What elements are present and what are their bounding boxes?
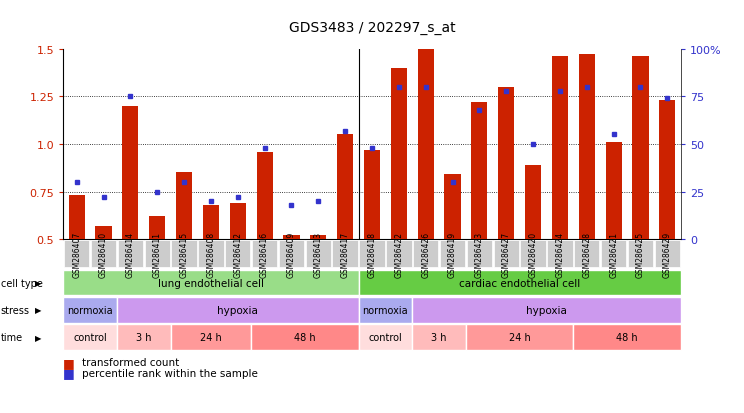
Text: GSM286408: GSM286408 <box>206 231 216 277</box>
Bar <box>203 205 219 240</box>
Text: GSM286423: GSM286423 <box>475 231 484 277</box>
Text: GSM286420: GSM286420 <box>528 231 538 277</box>
Text: lung endothelial cell: lung endothelial cell <box>158 278 264 288</box>
Bar <box>230 204 246 240</box>
Text: ▶: ▶ <box>36 278 42 287</box>
Text: GSM286418: GSM286418 <box>368 231 376 277</box>
Bar <box>417 50 434 240</box>
Text: GSM286409: GSM286409 <box>287 231 296 277</box>
Text: 3 h: 3 h <box>432 332 447 342</box>
Text: GSM286426: GSM286426 <box>421 231 430 277</box>
Text: GSM286415: GSM286415 <box>179 231 188 277</box>
Text: ■: ■ <box>63 356 75 369</box>
Text: ■: ■ <box>63 366 75 380</box>
Text: control: control <box>368 332 403 342</box>
Bar <box>95 226 112 240</box>
Text: GSM286407: GSM286407 <box>72 231 81 277</box>
Bar <box>364 150 380 240</box>
Bar <box>257 152 272 240</box>
Text: GSM286428: GSM286428 <box>583 231 591 277</box>
Bar <box>391 69 407 240</box>
Text: GDS3483 / 202297_s_at: GDS3483 / 202297_s_at <box>289 21 455 35</box>
Bar <box>552 57 568 240</box>
Bar <box>310 236 327 240</box>
Bar <box>579 55 595 240</box>
Bar <box>149 217 165 240</box>
Bar <box>176 173 192 240</box>
Bar <box>472 103 487 240</box>
Text: GSM286421: GSM286421 <box>609 231 618 277</box>
Text: GSM286425: GSM286425 <box>636 231 645 277</box>
Text: GSM286412: GSM286412 <box>234 231 243 277</box>
Text: hypoxia: hypoxia <box>217 305 258 315</box>
Text: 3 h: 3 h <box>136 332 152 342</box>
Text: 48 h: 48 h <box>616 332 638 342</box>
Text: stress: stress <box>1 305 30 315</box>
Text: GSM286422: GSM286422 <box>394 231 403 277</box>
Text: ▶: ▶ <box>36 306 42 315</box>
Text: 24 h: 24 h <box>509 332 530 342</box>
Text: ▶: ▶ <box>36 333 42 342</box>
Bar <box>606 142 622 240</box>
Text: GSM286416: GSM286416 <box>260 231 269 277</box>
Text: GSM286427: GSM286427 <box>501 231 510 277</box>
Text: GSM286419: GSM286419 <box>448 231 457 277</box>
Bar <box>632 57 649 240</box>
Text: 24 h: 24 h <box>200 332 222 342</box>
Bar <box>444 175 461 240</box>
Text: GSM286414: GSM286414 <box>126 231 135 277</box>
Text: GSM286424: GSM286424 <box>556 231 565 277</box>
Text: normoxia: normoxia <box>362 305 408 315</box>
Text: percentile rank within the sample: percentile rank within the sample <box>82 368 257 378</box>
Text: time: time <box>1 332 23 342</box>
Text: control: control <box>73 332 107 342</box>
Text: 48 h: 48 h <box>294 332 315 342</box>
Text: transformed count: transformed count <box>82 358 179 368</box>
Text: GSM286417: GSM286417 <box>341 231 350 277</box>
Bar <box>68 196 85 240</box>
Bar <box>525 166 541 240</box>
Bar <box>122 107 138 240</box>
Text: cardiac endothelial cell: cardiac endothelial cell <box>459 278 580 288</box>
Bar <box>498 88 514 240</box>
Text: GSM286413: GSM286413 <box>314 231 323 277</box>
Text: cell type: cell type <box>1 278 42 288</box>
Bar <box>337 135 353 240</box>
Text: hypoxia: hypoxia <box>526 305 567 315</box>
Bar <box>659 101 676 240</box>
Text: normoxia: normoxia <box>67 305 113 315</box>
Text: GSM286410: GSM286410 <box>99 231 108 277</box>
Bar <box>283 236 300 240</box>
Text: GSM286411: GSM286411 <box>153 231 161 277</box>
Text: GSM286429: GSM286429 <box>663 231 672 277</box>
